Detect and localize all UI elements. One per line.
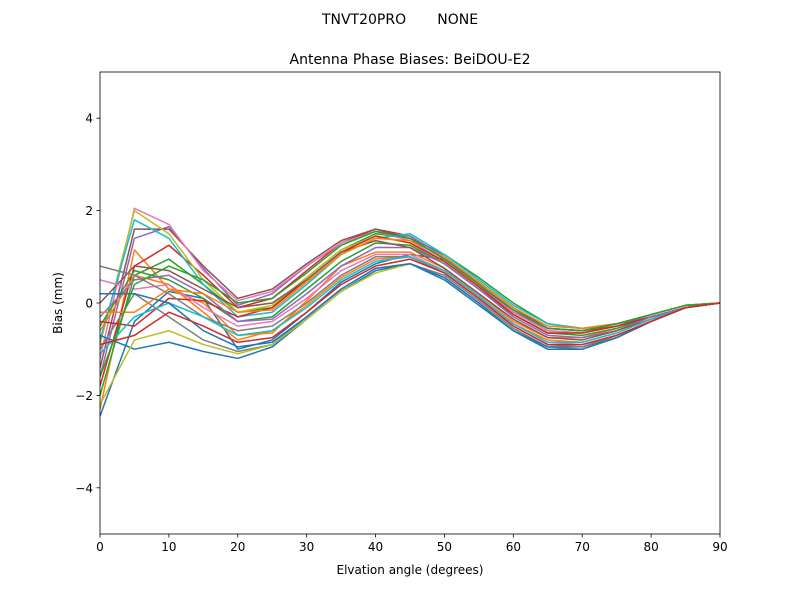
- series-line-16: [100, 239, 720, 341]
- series-line-21: [100, 262, 720, 350]
- chart-suptitle: TNVT20PRO NONE: [321, 12, 478, 28]
- y-tick-label: 4: [85, 112, 93, 126]
- y-tick-label: −2: [75, 389, 93, 403]
- series-line-14: [100, 235, 720, 334]
- x-tick-label: 50: [437, 540, 452, 554]
- series-layer: [100, 207, 720, 417]
- x-tick-label: 70: [575, 540, 590, 554]
- y-tick-label: 2: [85, 204, 93, 218]
- series-line-24: [100, 258, 720, 346]
- series-line-23: [100, 230, 720, 378]
- axes-layer: 0 10 20 30 40 50 60 70 80 90 −4 −2 0 2 4: [75, 71, 728, 554]
- x-axis-label: Elvation angle (degrees): [337, 563, 484, 577]
- x-tick-label: 60: [506, 540, 521, 554]
- x-tick-label: 40: [368, 540, 383, 554]
- series-line-13: [100, 242, 720, 337]
- x-tick-label: 30: [299, 540, 314, 554]
- chart-title: Antenna Phase Biases: BeiDOU-E2: [290, 52, 531, 68]
- x-tick-label: 90: [712, 540, 727, 554]
- y-tick-label: 0: [85, 297, 93, 311]
- y-axis-label: Bias (mm): [51, 272, 65, 334]
- y-tick-label: −4: [75, 481, 93, 495]
- x-tick-label: 80: [643, 540, 658, 554]
- x-tick-label: 20: [230, 540, 245, 554]
- x-tick-label: 0: [96, 540, 104, 554]
- series-line-20: [100, 256, 720, 355]
- x-tick-label: 10: [161, 540, 176, 554]
